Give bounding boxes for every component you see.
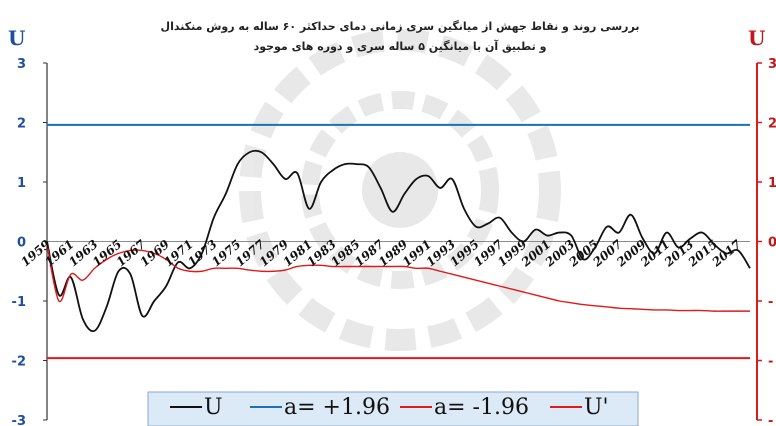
right-y-tick-label: - [768,355,773,370]
right-axis-label: U [748,26,765,50]
legend-box [147,391,639,426]
chart-title-line-2: و تطبیق آن با میانگین ۵ ساله سری و دوره … [254,39,547,53]
chart-title: بررسی روند و نقاط جهش از میانگین سری زما… [161,20,640,53]
y-tick-label: 2 [17,117,26,132]
y-tick-label: -3 [12,414,26,426]
watermark-emblem [239,29,561,351]
right-y-tick-label: 3 [768,57,776,72]
axes: 3 3 2 2 1 1 0 0 -1 - -2 - -3 - [12,57,776,426]
left-axis-label: U [8,26,25,50]
right-y-tick-label: 2 [768,117,776,132]
right-y-tick-label: - [768,414,773,426]
y-tick-label: -2 [12,355,26,370]
chart-title-line-1: بررسی روند و نقاط جهش از میانگین سری زما… [161,20,640,33]
y-tick-label: 0 [17,236,26,251]
y-tick-label: 3 [17,57,26,72]
series-line-u-prime [46,244,750,312]
legend-label: a= -1.96 [434,395,529,420]
series-line-u [46,149,751,333]
y-tick-label: 1 [17,176,26,191]
right-y-tick-label: - [768,295,773,310]
right-y-tick-label: 0 [768,236,776,251]
y-tick-label: -1 [12,295,26,310]
series-lines [46,149,751,333]
legend-label: U [204,395,223,420]
threshold-lines [47,123,750,360]
right-y-tick-label: 1 [768,176,776,191]
legend-label: a= +1.96 [284,395,390,420]
legend-label: U' [584,395,609,420]
